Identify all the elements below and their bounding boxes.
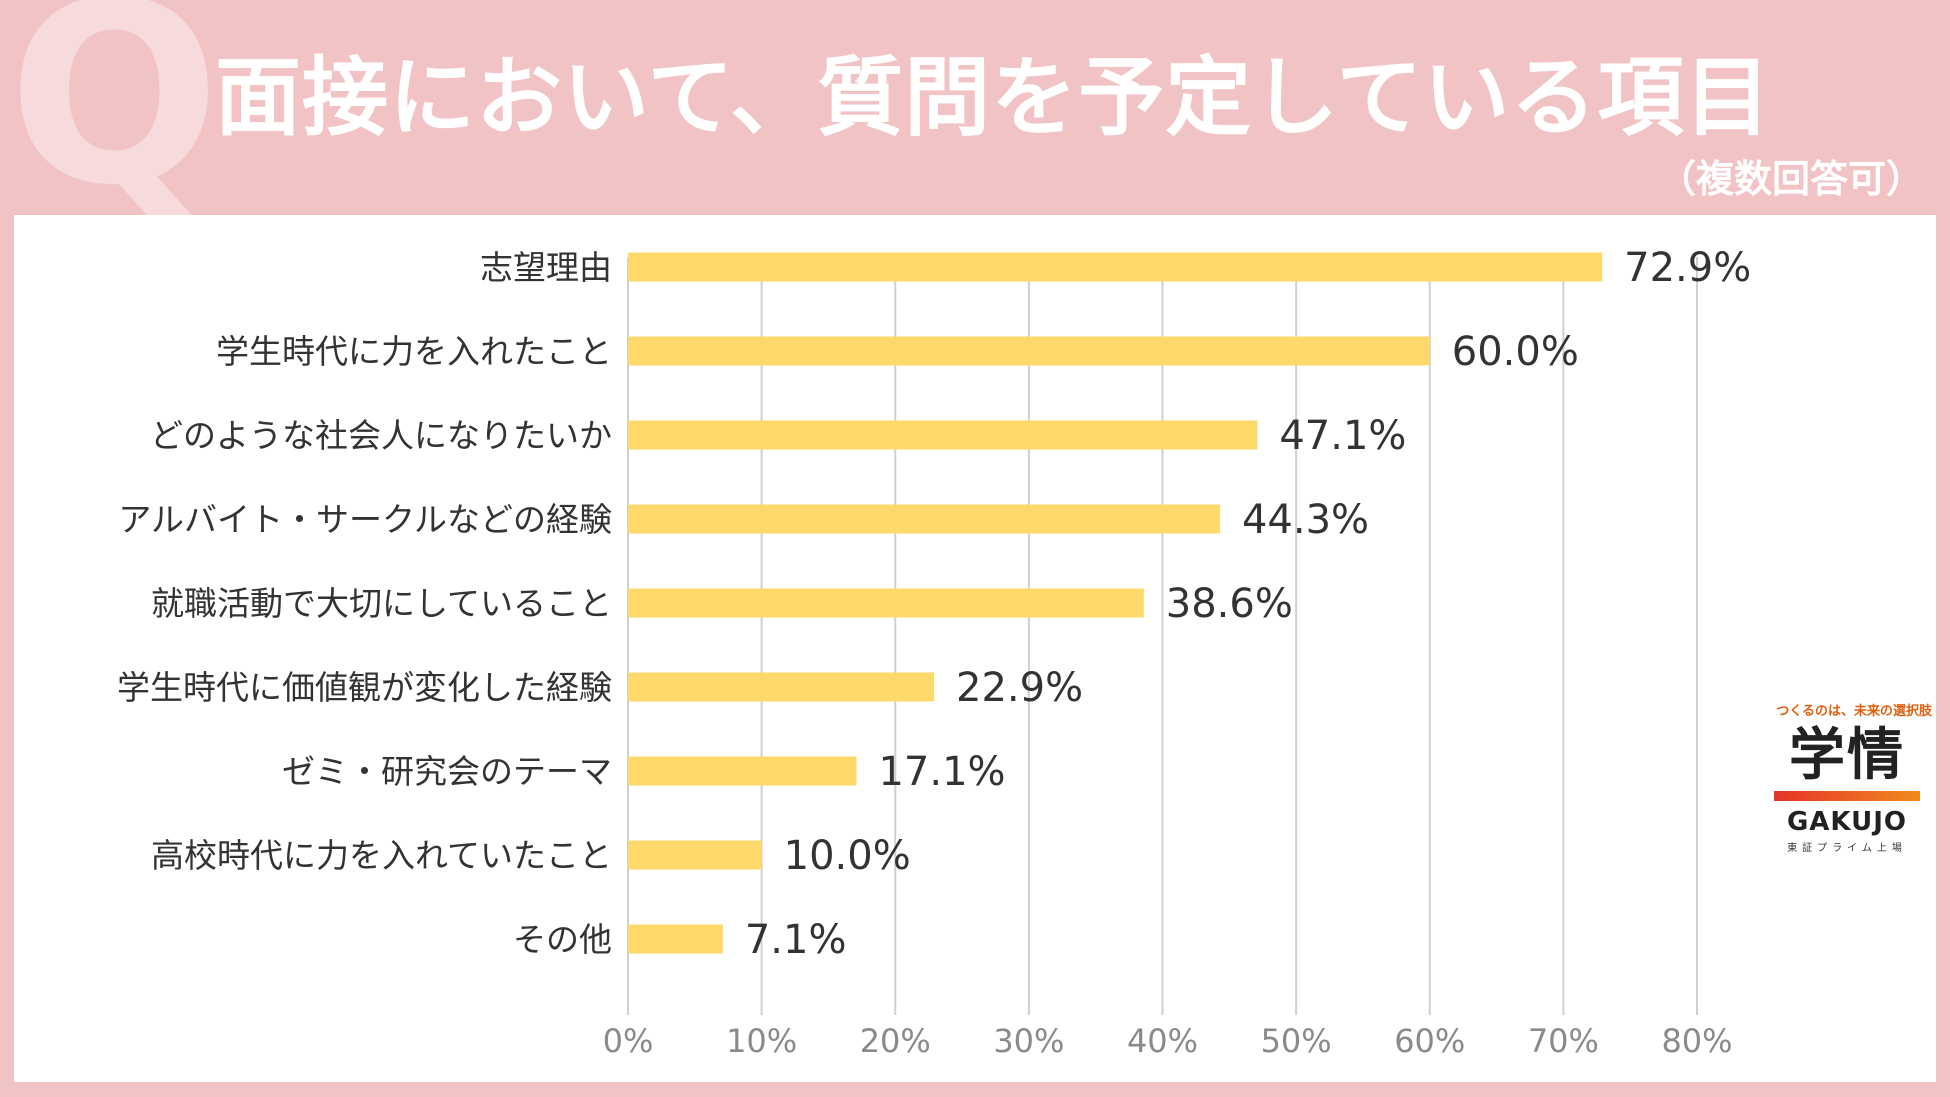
x-tick-label: 10% [726,1022,797,1060]
logo-subtext: 東証プライム上場 [1787,842,1907,854]
logo-kanji: 学情 [1789,722,1905,788]
bar [628,588,1144,618]
bar-chart: 0% 10% 20% 30% 40% 50% 60% 70% 80% 志望理由 72.9% 学生時代に… [117,245,1751,1060]
logo-english: GAKUJO [1786,806,1908,837]
logo-color-bar [1774,790,1920,801]
value-label: 38.6% [1166,581,1293,627]
value-label: 44.3% [1242,497,1369,543]
value-label: 10.0% [784,833,911,879]
category-label: 就職活動で大切にしていること [151,584,612,623]
value-label: 7.1% [745,917,847,963]
value-label: 60.0% [1452,329,1579,375]
category-label: 志望理由 [480,248,612,287]
x-tick-label: 70% [1528,1022,1599,1060]
category-label: アルバイト・サークルなどの経験 [118,500,612,539]
q-mark: Q [8,0,221,240]
bar [628,252,1603,282]
x-tick-label: 0% [603,1022,654,1060]
bar [628,756,857,786]
page-subtitle: （複数回答可） [1657,157,1924,201]
category-label: 学生時代に価値観が変化した経験 [117,668,612,707]
value-label: 72.9% [1624,245,1751,291]
x-tick-label: 30% [993,1022,1064,1060]
value-label: 22.9% [956,665,1083,711]
gakujo-logo: つくるのは、未来の選択肢 学情 GAKUJO 東証プライム上場 [1762,700,1932,854]
category-label: どのような社会人になりたいか [150,416,612,455]
category-label: その他 [513,920,612,959]
chart-panel: 0% 10% 20% 30% 40% 50% 60% 70% 80% 志望理由 72.9% 学生時代に… [14,215,1936,1082]
logo-tagline: つくるのは、未来の選択肢 [1776,704,1932,719]
bar [628,924,723,954]
category-label: 学生時代に力を入れたこと [216,332,612,371]
category-label: ゼミ・研究会のテーマ [282,752,612,791]
bar [628,504,1220,534]
value-label: 47.1% [1279,413,1406,459]
value-label: 17.1% [878,749,1005,795]
bar [628,336,1430,366]
x-tick-label: 20% [860,1022,931,1060]
bar [628,420,1258,450]
category-label: 高校時代に力を入れていたこと [151,836,612,875]
page-title: 面接において、質問を予定している項目 [215,48,1772,148]
x-tick-label: 60% [1394,1022,1465,1060]
x-tick-label: 50% [1261,1022,1332,1060]
bar [628,840,762,870]
bar [628,672,935,702]
x-tick-label: 80% [1661,1022,1732,1060]
x-tick-label: 40% [1127,1022,1198,1060]
